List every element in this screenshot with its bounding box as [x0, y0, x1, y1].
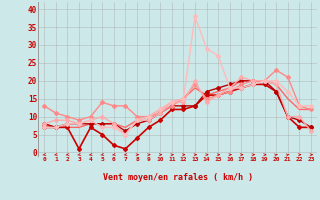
X-axis label: Vent moyen/en rafales ( km/h ): Vent moyen/en rafales ( km/h ): [103, 174, 252, 182]
